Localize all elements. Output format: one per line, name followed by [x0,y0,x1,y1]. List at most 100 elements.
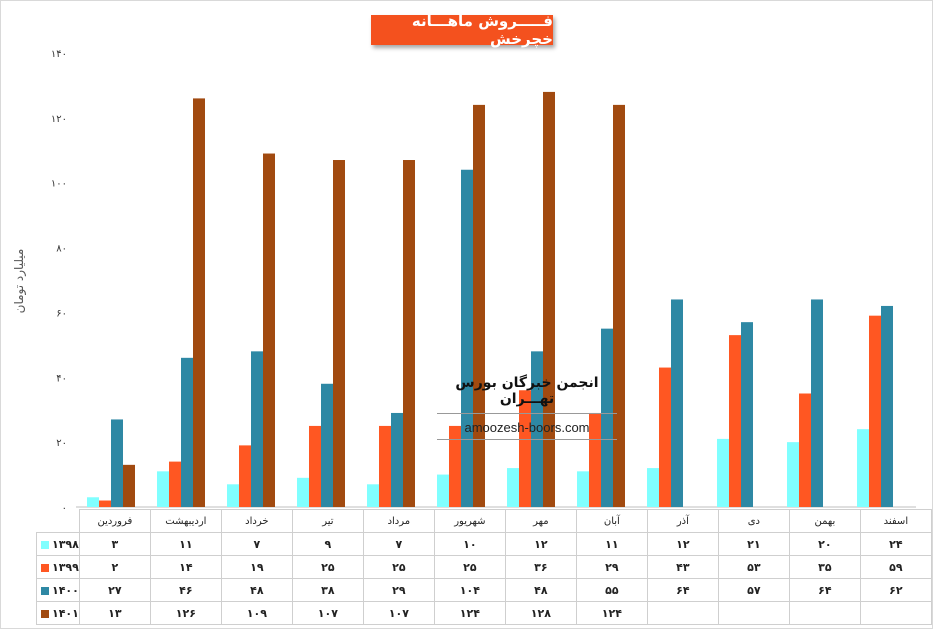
table-value-cell: ۱۱ [149,532,222,556]
bar-۱۳۹۹-خرداد [239,445,251,507]
y-tick-label: ۲۰ [56,438,67,449]
bar-۱۴۰۱-خرداد [263,153,275,507]
bar-۱۴۰۱-آبان [613,104,625,507]
table-category-cell: آبان [575,509,648,533]
bar-۱۴۰۱-تیر [333,160,345,507]
data-table: فروردین اردیبهشت خرداد تیر مرداد شهریور مهر آبا… [36,509,932,625]
bar-۱۴۰۱-اردیبهشت [193,98,205,508]
bar-۱۴۰۰-مهر [531,351,543,507]
table-value-cell: ۳۵ [788,555,861,579]
bar-۱۴۰۱-فروردین [123,464,135,507]
bar-۱۳۹۹-شهریور [449,425,461,507]
table-value-cell [859,601,932,625]
table-value-cell: ۷ [362,532,435,556]
table-corner [37,510,80,533]
table-value-cell: ۱۰۹ [220,601,293,625]
table-value-cell: ۶۴ [646,578,719,602]
legend-key: ۱۴۰۰ [36,578,80,602]
table-value-cell: ۱۲۴ [433,601,506,625]
table-value-cell: ۲۴ [859,532,932,556]
table-value-cell: ۶۲ [859,578,932,602]
table-value-cell: ۴۶ [149,578,222,602]
table-category-cell: آذر [646,509,719,533]
y-tick-label: ۶۰ [56,308,67,319]
bar-۱۳۹۹-مهر [519,390,531,507]
table-header-row: فروردین اردیبهشت خرداد تیر مرداد شهریور مهر آبا… [37,509,932,533]
table-category-cell: فروردین [78,509,151,533]
bar-۱۴۰۰-اردیبهشت [181,357,193,507]
bar-۱۴۰۰-فروردین [111,419,123,507]
bar-۱۳۹۹-مرداد [379,425,391,507]
table-value-cell: ۲۷ [78,578,151,602]
table-value-cell: ۴۳ [646,555,719,579]
bar-۱۳۹۹-اسفند [869,315,881,507]
legend-key: ۱۴۰۱ [36,601,80,625]
bar-۱۳۹۹-اردیبهشت [169,461,181,507]
table-value-cell: ۳۶ [504,555,577,579]
bar-۱۳۹۹-آبان [589,412,601,507]
table-value-cell: ۱۰۷ [362,601,435,625]
table-value-cell: ۲۰ [788,532,861,556]
chart-title: فـــــروش ماهـــانه خچرخش [371,12,553,48]
watermark-url: amoozesh-boors.com [437,414,617,440]
bar-۱۴۰۱-شهریور [473,104,485,507]
y-axis: ۰ ۲۰ ۴۰ ۶۰ ۸۰ ۱۰۰ ۱۲۰ ۱۴۰ [51,49,916,511]
legend-swatch [41,540,49,549]
bar-۱۳۹۸-تیر [297,477,309,507]
bar-۱۳۹۸-دی [717,438,729,507]
table-value-cell: ۵۹ [859,555,932,579]
bar-۱۴۰۱-مرداد [403,160,415,507]
table-value-cell: ۱۰۴ [433,578,506,602]
table-value-cell: ۱۳ [78,601,151,625]
bar-۱۴۰۰-آبان [601,328,613,507]
bar-۱۳۹۸-مرداد [367,484,379,507]
bar-۱۳۹۸-خرداد [227,484,239,507]
table-value-cell: ۴۸ [220,578,293,602]
bar-۱۴۰۱-مهر [543,91,555,508]
bar-۱۳۹۹-فروردین [99,500,111,507]
table-category-cell: بهمن [788,509,861,533]
bar-۱۳۹۸-اردیبهشت [157,471,169,507]
legend-label: ۱۴۰۰ [52,583,79,597]
table-value-cell: ۱۲۸ [504,601,577,625]
table-value-cell: ۵۳ [717,555,790,579]
legend-swatch [41,586,49,595]
legend-label: ۱۴۰۱ [52,606,79,620]
bar-۱۴۰۰-بهمن [811,299,823,507]
y-tick-label: ۱۲۰ [51,114,67,125]
table-value-cell: ۵۵ [575,578,648,602]
table-value-cell: ۱۱ [575,532,648,556]
table-category-cell: دی [717,509,790,533]
table-value-cell: ۱۰ [433,532,506,556]
legend-key: ۱۳۹۸ [36,532,80,556]
bar-۱۴۰۰-شهریور [461,169,473,507]
bar-۱۴۰۰-خرداد [251,351,263,507]
legend-label: ۱۳۹۹ [52,560,79,574]
bar-۱۳۹۸-آذر [647,468,659,507]
table-value-cell: ۲ [78,555,151,579]
bar-۱۳۹۸-فروردین [87,497,99,507]
bar-۱۳۹۹-آذر [659,367,671,507]
table-value-cell: ۵۷ [717,578,790,602]
bar-۱۴۰۰-آذر [671,299,683,507]
watermark: انجمن خبرگان بورس تهـــران amoozesh-boor… [437,375,617,440]
y-axis-label: میلیارد تومان [12,248,26,314]
table-value-cell [788,601,861,625]
table-row: ۱۴۰۰ ۲۷ ۴۶ ۴۸ ۳۸ ۲۹ ۱۰۴ ۴۸ ۵۵ ۶۴ ۵۷ ۶۴ ۶۲ [36,578,932,602]
table-value-cell: ۹ [291,532,364,556]
bar-۱۴۰۰-مرداد [391,412,403,507]
bar-chart: ۰ ۲۰ ۴۰ ۶۰ ۸۰ ۱۰۰ ۱۲۰ ۱۴۰ [51,49,916,511]
legend-label: ۱۳۹۸ [52,537,79,551]
bar-۱۳۹۸-مهر [507,468,519,507]
legend-key: ۱۳۹۹ [36,555,80,579]
table-value-cell: ۳۸ [291,578,364,602]
table-value-cell: ۱۴ [149,555,222,579]
table-value-cell [717,601,790,625]
table-category-cell: مرداد [362,509,435,533]
bar-۱۴۰۰-دی [741,322,753,507]
table-value-cell: ۲۹ [575,555,648,579]
bar-۱۴۰۰-اسفند [881,305,893,507]
table-value-cell: ۴۸ [504,578,577,602]
bar-۱۳۹۸-آبان [577,471,589,507]
table-value-cell: ۶۴ [788,578,861,602]
